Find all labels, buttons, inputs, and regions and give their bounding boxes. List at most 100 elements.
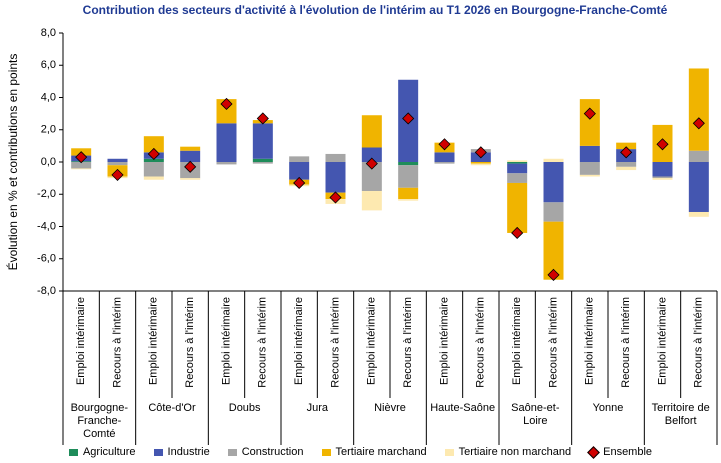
x-tick-label: Recours à l'intérim xyxy=(620,297,632,388)
x-tick-label: Emploi intérimaire xyxy=(584,297,596,385)
ensemble-marker xyxy=(329,191,342,204)
legend-marker xyxy=(587,445,600,459)
group-label: Côte-d'Or xyxy=(148,402,196,414)
y-tick-label: 4,0 xyxy=(41,91,56,103)
bar-segment xyxy=(325,153,346,162)
y-tick-label: -6,0 xyxy=(37,253,56,265)
bar-segment xyxy=(688,211,709,217)
ensemble-marker xyxy=(547,268,560,281)
x-tick-label: Recours à l'intérim xyxy=(329,297,341,388)
group-label: Yonne xyxy=(592,402,624,414)
bar-segment xyxy=(180,150,201,162)
bar-segment xyxy=(470,162,491,164)
bar-segment xyxy=(652,178,673,180)
ensemble-marker xyxy=(365,157,378,170)
group-label: Nièvre xyxy=(374,402,406,414)
legend-item: Industrie xyxy=(153,446,210,458)
bar-segment xyxy=(107,162,128,166)
bar-segment xyxy=(398,199,419,201)
ensemble-marker xyxy=(402,112,415,125)
x-tick-label: Recours à l'intérim xyxy=(184,297,196,388)
ensemble-marker xyxy=(147,147,160,161)
bar-segment xyxy=(361,162,382,192)
bar-segment xyxy=(325,162,346,193)
group-label: Bourgogne-Franche-Comté xyxy=(70,402,129,440)
x-tick-label: Recours à l'intérim xyxy=(693,297,705,388)
bar-segment xyxy=(507,160,528,162)
ensemble-marker xyxy=(184,160,197,173)
x-tick-label: Emploi intérimaire xyxy=(656,297,668,385)
bar-segment xyxy=(289,156,310,162)
bar-segment xyxy=(361,191,382,211)
bar-segment xyxy=(652,176,673,179)
bar-segment xyxy=(507,173,528,183)
bar-segment xyxy=(616,162,637,167)
bar-segment xyxy=(143,176,164,180)
bar-segment xyxy=(252,123,273,159)
bar-segment xyxy=(143,162,164,177)
bar-segment xyxy=(579,99,600,146)
x-tick-label: Recours à l'intérim xyxy=(257,297,269,388)
y-tick-label: 8,0 xyxy=(41,27,56,39)
legend: Agriculture Industrie Construction Tertiair… xyxy=(0,445,721,459)
ensemble-marker xyxy=(620,146,633,159)
bar-segment xyxy=(143,158,164,162)
y-tick-label: 2,0 xyxy=(41,124,56,136)
bar-segment xyxy=(579,145,600,162)
ensemble-marker xyxy=(583,107,596,120)
ensemble-marker xyxy=(438,138,451,151)
bar-segment xyxy=(252,162,273,164)
bar-segment xyxy=(107,158,128,162)
legend-item: Agriculture xyxy=(68,446,136,458)
bar-segment xyxy=(543,162,564,203)
legend-label: Industrie xyxy=(167,446,210,458)
x-tick-label: Recours à l'intérim xyxy=(111,297,123,388)
bar-segment xyxy=(616,166,637,171)
group-label: Doubs xyxy=(228,402,261,414)
group-label: Saône-et-Loire xyxy=(511,402,560,427)
group-label: Haute-Saône xyxy=(430,402,496,414)
legend-label: Tertiaire non marchand xyxy=(458,446,572,458)
bar-segment xyxy=(507,163,528,174)
bar-segment xyxy=(216,162,237,165)
y-tick-label: 6,0 xyxy=(41,59,56,71)
bar-segment xyxy=(543,202,564,222)
group-label: Jura xyxy=(306,402,329,414)
ensemble-marker xyxy=(293,176,306,190)
ensemble-marker xyxy=(220,97,233,111)
legend-item: Ensemble xyxy=(587,445,652,459)
bar-segment xyxy=(507,162,528,164)
bar-segment xyxy=(71,168,92,170)
ensemble-marker xyxy=(692,117,705,130)
bar-segment xyxy=(688,150,709,162)
legend-swatch xyxy=(68,448,78,456)
x-tick-label: Recours à l'intérim xyxy=(402,297,414,388)
bar-segment xyxy=(143,136,164,153)
bar-segment xyxy=(71,162,92,169)
bar-segment xyxy=(361,147,382,162)
bar-segment xyxy=(289,162,310,180)
legend-swatch xyxy=(227,448,237,456)
legend-label: Tertiaire marchand xyxy=(335,446,427,458)
bar-segment xyxy=(252,158,273,162)
bar-segment xyxy=(434,152,455,162)
x-tick-label: Emploi intérimaire xyxy=(293,297,305,385)
bar-segment xyxy=(579,162,600,175)
bar-segment xyxy=(543,158,564,162)
bar-segment xyxy=(180,178,201,180)
y-tick-label: -4,0 xyxy=(37,220,56,232)
bar-segment xyxy=(361,115,382,148)
y-tick-label: -8,0 xyxy=(37,285,56,297)
bar-segment xyxy=(398,187,419,200)
x-tick-label: Emploi intérimaire xyxy=(511,297,523,385)
legend-swatch xyxy=(444,448,454,456)
bar-segment xyxy=(434,162,455,164)
bar-segment xyxy=(216,123,237,162)
x-tick-label: Emploi intérimaire xyxy=(438,297,450,385)
legend-swatch xyxy=(321,448,331,456)
x-tick-label: Recours à l'intérim xyxy=(475,297,487,388)
y-tick-label: 0,0 xyxy=(41,156,56,168)
x-tick-label: Emploi intérimaire xyxy=(366,297,378,385)
ensemble-marker xyxy=(256,112,269,125)
